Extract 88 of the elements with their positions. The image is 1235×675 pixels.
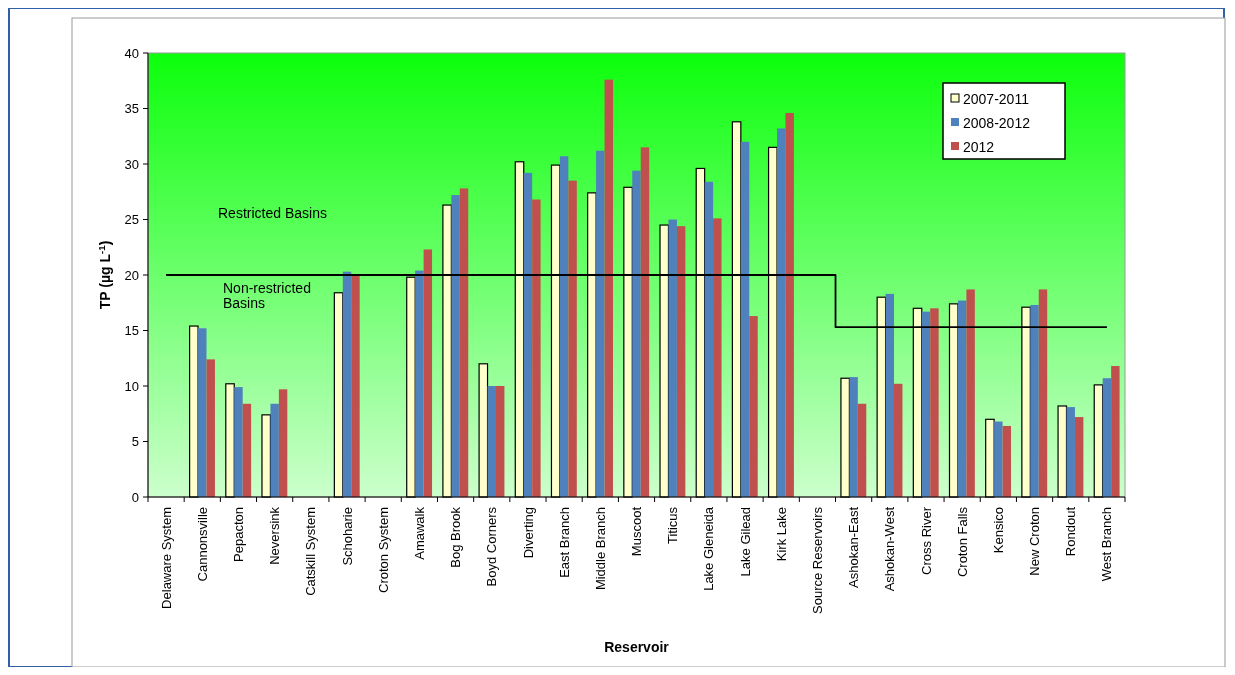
x-tick-label: Source Reservoirs — [809, 506, 825, 614]
x-tick-label: Lake Gleneida — [701, 506, 717, 591]
bar — [278, 389, 288, 497]
x-tick-label: Ashokan-West — [882, 506, 898, 592]
annotation: Restricted Basins — [218, 205, 327, 221]
bar — [994, 421, 1003, 497]
annotation: Non-restricted Basins — [223, 280, 311, 312]
x-tick-label: Rondout — [1063, 506, 1079, 557]
x-tick-label: Croton Falls — [954, 506, 970, 578]
bar — [1102, 378, 1112, 497]
bar — [1002, 425, 1012, 497]
bar — [640, 147, 650, 497]
bar — [415, 270, 424, 497]
bar — [894, 383, 903, 497]
bar — [234, 387, 243, 497]
bar — [885, 293, 895, 497]
bar — [596, 150, 605, 497]
y-tick-label: 25 — [124, 212, 139, 228]
bar — [849, 377, 858, 497]
x-tick-label: Catskill System — [303, 507, 319, 596]
bar — [668, 219, 677, 497]
bar — [532, 199, 541, 497]
y-tick-label: 5 — [131, 434, 139, 450]
x-tick-label: Kirk Lake — [773, 507, 789, 562]
legend-label: 2012 — [963, 138, 995, 155]
x-tick-label: Ashokan-East — [846, 506, 862, 588]
bar — [785, 112, 794, 497]
bar — [1111, 366, 1120, 497]
bar — [740, 141, 750, 497]
bar — [966, 289, 975, 497]
bar — [777, 128, 786, 497]
bar — [568, 180, 577, 497]
x-tick-label: Muscoot — [629, 506, 645, 557]
x-tick-label: Pepacton — [231, 507, 247, 562]
bar — [1030, 304, 1039, 497]
x-tick-label: Boyd Corners — [484, 506, 500, 587]
bar — [523, 172, 533, 497]
x-tick-label: Croton System — [375, 507, 391, 593]
bar — [559, 156, 569, 497]
bar — [704, 181, 714, 497]
x-tick-label: Neversink — [267, 506, 283, 565]
bar — [857, 403, 867, 497]
x-tick-label: West Branch — [1099, 507, 1115, 582]
bar — [1038, 289, 1048, 497]
x-tick-label: Amawalk — [411, 506, 427, 560]
bar — [459, 188, 469, 497]
x-tick-label: Lake Gilead — [737, 507, 753, 577]
y-tick-label: 15 — [124, 323, 139, 339]
bar — [270, 403, 279, 497]
x-tick-label: Middle Branch — [592, 507, 608, 591]
x-tick-label: Schoharie — [339, 507, 355, 566]
y-tick-label: 40 — [124, 45, 139, 61]
bar — [604, 79, 613, 497]
bar — [632, 170, 641, 497]
legend-label: 2007-2011 — [963, 90, 1030, 107]
bar — [713, 218, 722, 497]
bar — [676, 226, 686, 497]
bar — [957, 300, 967, 497]
bar — [351, 275, 360, 497]
bar — [1074, 417, 1084, 497]
y-tick-label: 10 — [124, 378, 139, 394]
bar — [206, 359, 215, 497]
x-tick-label: Diverting — [520, 507, 536, 559]
y-tick-label: 0 — [131, 489, 139, 505]
bar — [423, 249, 433, 497]
bar — [198, 328, 207, 497]
bar — [487, 386, 496, 497]
x-tick-label: Delaware System — [158, 507, 174, 609]
x-tick-label: East Branch — [556, 507, 572, 578]
bar — [242, 403, 252, 497]
bar — [749, 316, 758, 497]
x-tick-label: New Croton — [1027, 507, 1043, 576]
bar — [451, 195, 460, 497]
x-axis-title: Reservoir — [604, 639, 670, 655]
legend-label: 2008-2012 — [963, 114, 1031, 131]
bar — [1066, 407, 1075, 497]
y-tick-label: 20 — [124, 267, 139, 283]
x-tick-label: Cannonsville — [194, 507, 210, 582]
y-tick-label: 35 — [124, 101, 139, 117]
x-tick-label: Titicus — [665, 506, 681, 545]
x-tick-label: Cross River — [918, 506, 934, 575]
bar — [921, 311, 931, 497]
bar — [342, 271, 352, 497]
x-tick-label: Bog Brook — [448, 506, 464, 568]
x-tick-label: Kensico — [990, 507, 1006, 554]
y-tick-label: 30 — [124, 156, 139, 172]
bar — [930, 308, 939, 497]
bar — [495, 386, 505, 497]
